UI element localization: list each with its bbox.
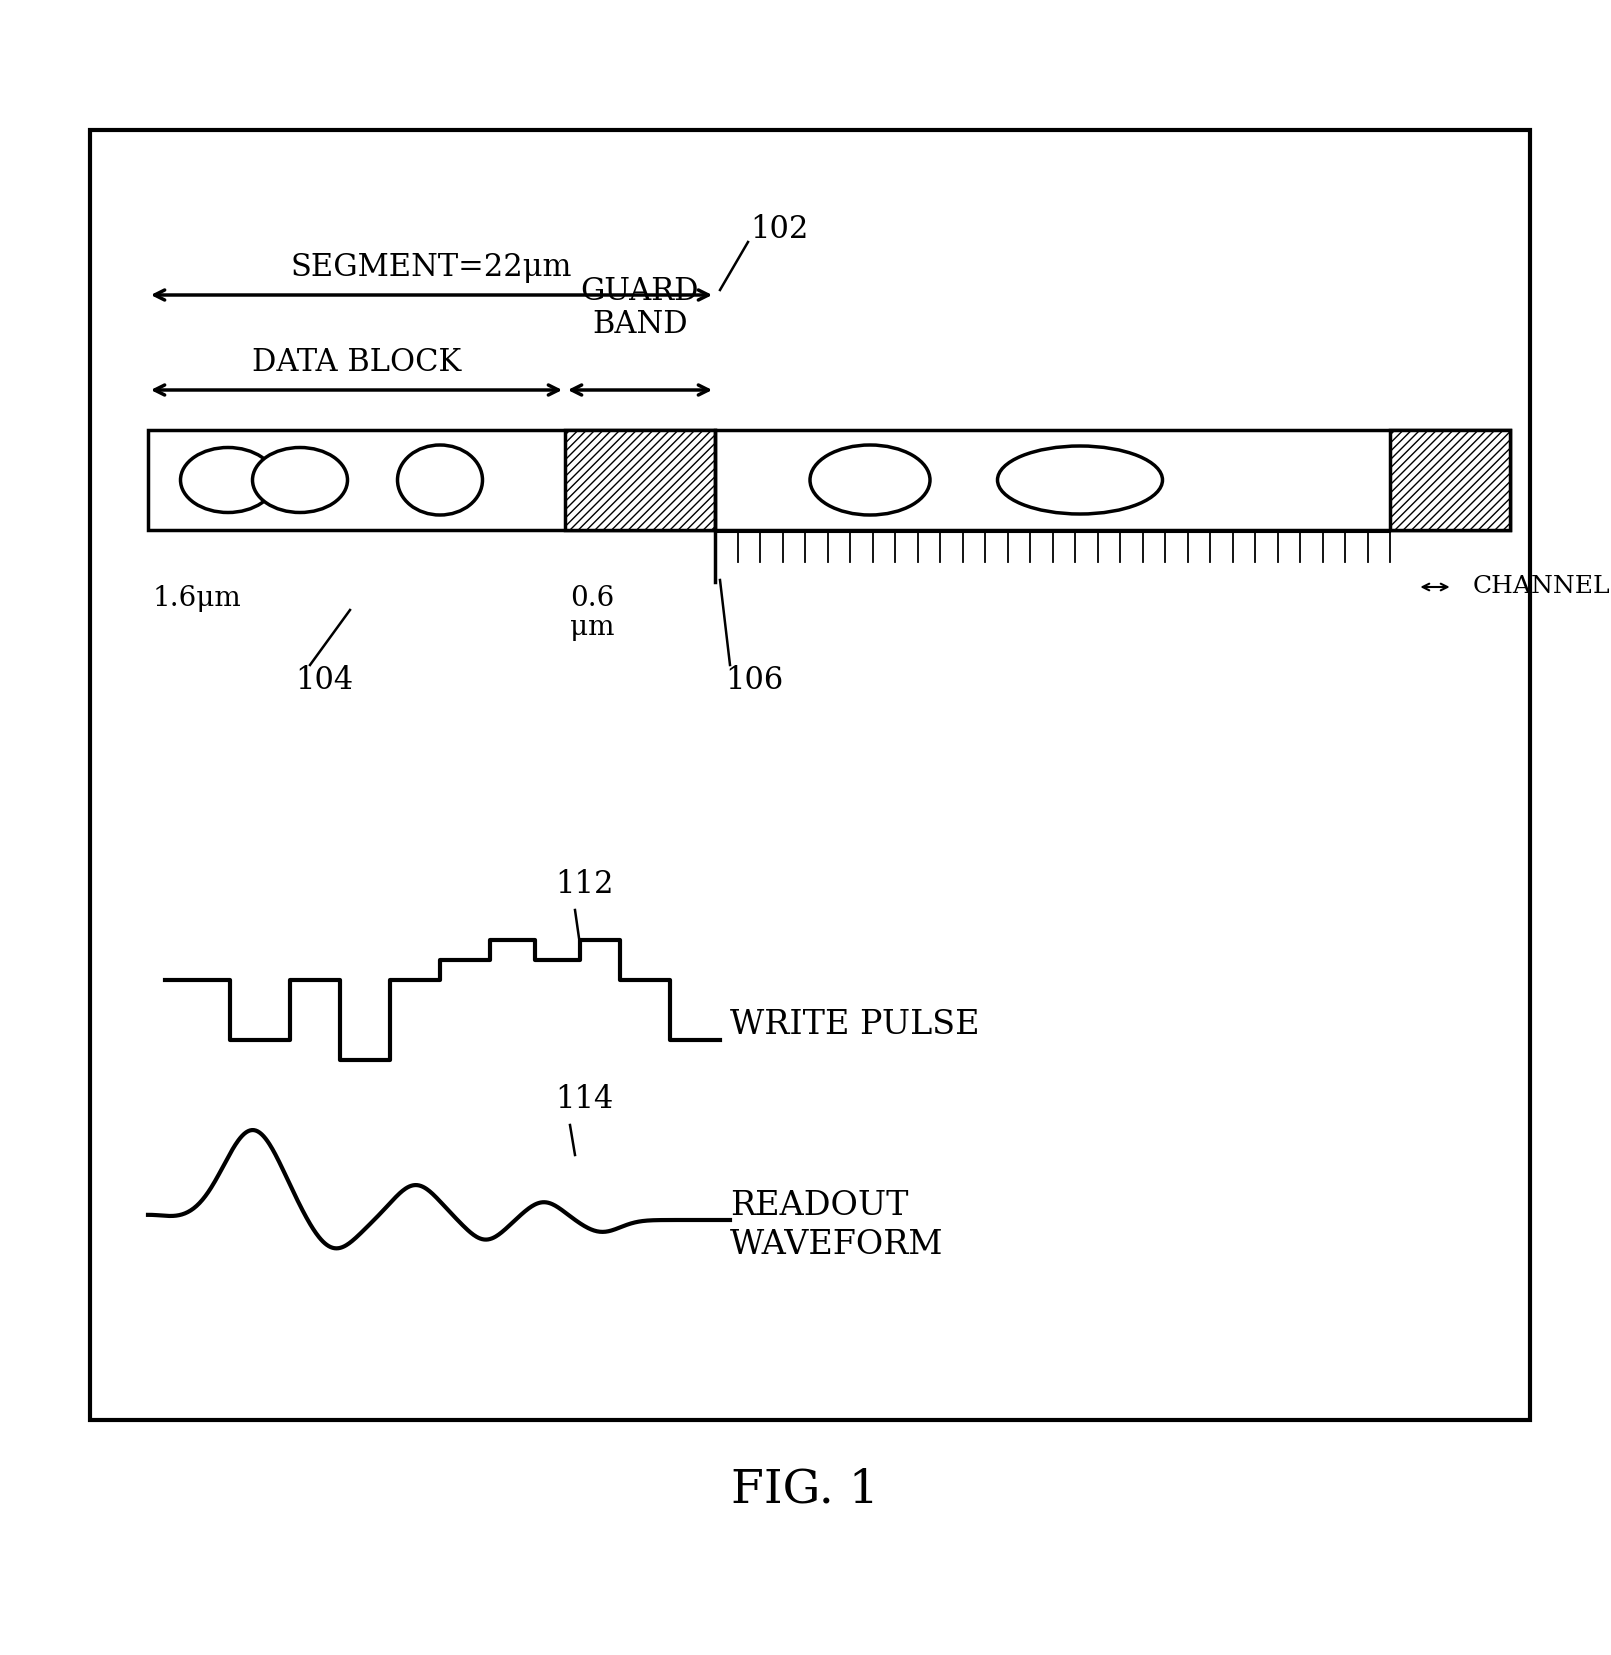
Text: 0.6
μm: 0.6 μm [570, 584, 614, 640]
Text: 104: 104 [295, 665, 353, 697]
Bar [1390, 430, 1510, 530]
Text: FIG. 1: FIG. 1 [731, 1468, 880, 1513]
Text: 106: 106 [725, 665, 783, 697]
Ellipse shape [997, 445, 1163, 515]
Text: 102: 102 [751, 215, 809, 245]
Ellipse shape [398, 445, 483, 515]
Text: SEGMENT=22μm: SEGMENT=22μm [290, 252, 572, 283]
Bar [565, 430, 715, 530]
Text: GUARD
BAND: GUARD BAND [580, 276, 699, 339]
Ellipse shape [810, 445, 930, 515]
Text: 112: 112 [556, 869, 614, 900]
Text: 114: 114 [556, 1084, 614, 1115]
Text: CHANNEL=0.1μm: CHANNEL=0.1μm [1472, 576, 1611, 599]
Text: DATA BLOCK: DATA BLOCK [251, 348, 461, 377]
Ellipse shape [180, 447, 275, 513]
Text: 1.6μm: 1.6μm [153, 584, 242, 612]
Bar [90, 131, 1530, 1420]
Text: READOUT
WAVEFORM: READOUT WAVEFORM [730, 1190, 944, 1261]
Ellipse shape [253, 447, 348, 513]
Text: WRITE PULSE: WRITE PULSE [730, 1010, 979, 1041]
Bar [148, 430, 1510, 530]
